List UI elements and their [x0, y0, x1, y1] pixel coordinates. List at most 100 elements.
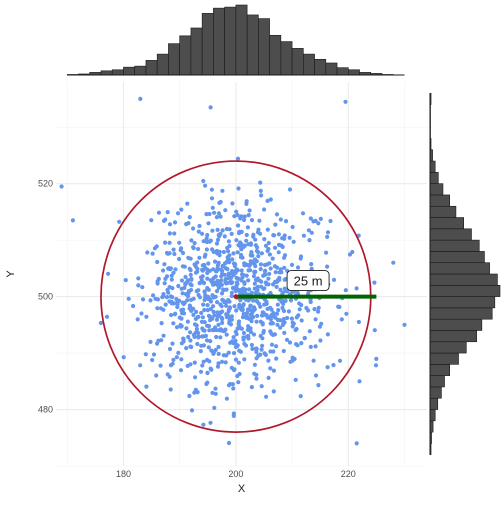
data-point [325, 234, 330, 239]
data-point [196, 330, 201, 336]
x-histogram-bar [168, 43, 180, 76]
data-point [250, 346, 255, 351]
data-point [210, 390, 215, 395]
data-point [233, 329, 238, 334]
data-point [152, 246, 157, 251]
data-point [253, 269, 258, 274]
data-point [301, 233, 306, 238]
data-point [207, 328, 212, 333]
data-point [249, 218, 255, 223]
data-point [187, 215, 192, 220]
data-point [165, 210, 170, 215]
data-point [223, 327, 228, 332]
data-point [212, 313, 217, 318]
data-point [205, 270, 210, 276]
x-tick-label: 220 [341, 469, 356, 479]
data-point [221, 249, 226, 255]
data-point [169, 277, 174, 282]
data-point [201, 359, 206, 364]
data-point [237, 324, 242, 330]
data-point [296, 313, 301, 318]
data-point [179, 357, 184, 362]
data-point [311, 358, 316, 363]
data-point [171, 270, 176, 275]
data-point [324, 250, 329, 255]
y-histogram-bar [429, 397, 439, 410]
data-point [273, 315, 278, 320]
data-point [274, 344, 279, 349]
data-point [104, 314, 110, 319]
x-histogram-bar [123, 66, 135, 76]
data-point [295, 290, 300, 295]
data-point [219, 274, 224, 279]
data-point [159, 338, 164, 343]
data-point [188, 330, 193, 335]
data-point [287, 187, 293, 192]
data-point [150, 251, 155, 256]
data-point [263, 268, 268, 273]
data-point [200, 263, 205, 268]
data-point [238, 349, 243, 354]
data-point [306, 308, 311, 313]
data-point [211, 276, 216, 281]
data-point [258, 352, 263, 357]
data-point [215, 227, 220, 232]
data-point [148, 298, 153, 303]
data-point [216, 344, 221, 350]
data-point [264, 394, 269, 399]
data-point [224, 303, 229, 308]
data-point [206, 261, 211, 266]
data-point [273, 270, 278, 275]
y-histogram-bar [429, 172, 439, 184]
data-point [189, 238, 194, 243]
y-histogram-bar [429, 341, 467, 354]
data-point [231, 251, 236, 256]
data-point [194, 327, 199, 332]
data-point [211, 304, 216, 309]
data-point [182, 285, 187, 290]
data-point [302, 335, 307, 341]
data-point [259, 347, 264, 352]
data-point [272, 264, 277, 269]
data-point [186, 289, 191, 294]
data-point [200, 363, 205, 368]
data-point [204, 338, 210, 343]
data-point [249, 251, 254, 256]
data-point [176, 283, 181, 289]
data-point [266, 375, 271, 380]
data-point [205, 357, 210, 363]
data-point [312, 307, 317, 312]
data-point [268, 321, 273, 326]
x-histogram-bar [134, 65, 147, 76]
data-point [193, 270, 199, 275]
data-point [196, 229, 201, 234]
data-point [167, 346, 173, 352]
data-point [316, 305, 321, 310]
data-point [161, 333, 166, 338]
data-point [242, 281, 247, 286]
data-point [198, 349, 203, 354]
data-point [233, 344, 239, 350]
data-point [266, 276, 271, 281]
data-point [159, 321, 164, 326]
center-point [233, 294, 239, 299]
data-point [249, 290, 254, 295]
data-point [331, 277, 337, 282]
data-point [337, 358, 343, 363]
data-point [163, 302, 168, 307]
data-point [126, 296, 131, 301]
axes: 180 200 220 480 500 520 [38, 179, 356, 479]
data-point [185, 298, 190, 303]
data-point [234, 308, 239, 313]
data-point [258, 180, 263, 185]
data-point [309, 230, 314, 235]
data-point [251, 274, 256, 279]
data-point [258, 188, 263, 193]
data-point [200, 315, 205, 320]
data-point [222, 272, 227, 277]
data-point [191, 245, 196, 250]
data-point [183, 274, 188, 280]
data-point [189, 344, 194, 350]
data-point [245, 310, 250, 316]
data-point [175, 211, 181, 216]
